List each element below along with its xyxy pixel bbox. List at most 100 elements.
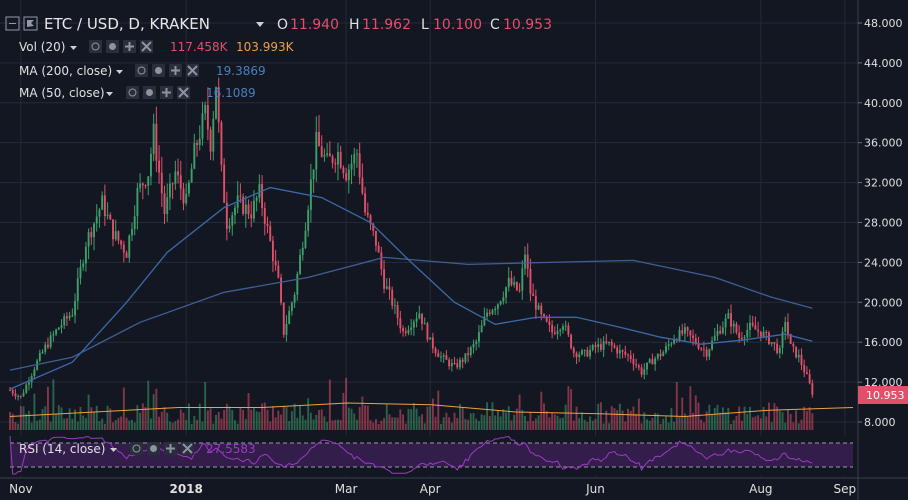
visibility-icon[interactable]	[128, 88, 137, 97]
settings-icon[interactable]	[109, 43, 116, 50]
indicator-buttons[interactable]	[126, 86, 190, 99]
volume-bar	[469, 413, 472, 430]
candle-body	[556, 331, 559, 334]
candle-body	[494, 308, 497, 311]
add-icon[interactable]	[162, 88, 171, 97]
remove-icon[interactable]	[141, 41, 152, 52]
symbol-dropdown-icon[interactable]	[256, 22, 264, 27]
indicator-buttons[interactable]	[135, 64, 199, 77]
remove-icon[interactable]	[178, 87, 189, 98]
volume-bar	[163, 407, 166, 430]
ma200-line	[9, 256, 813, 371]
add-icon[interactable]	[125, 42, 134, 51]
volume-bar	[423, 423, 426, 430]
collapse-icon[interactable]	[5, 16, 20, 31]
candle-body	[106, 214, 109, 217]
candle-body	[185, 193, 188, 204]
indicator-buttons[interactable]	[89, 40, 153, 53]
volume-bar	[244, 419, 247, 430]
candle-body	[345, 173, 348, 181]
candle-body	[407, 329, 410, 334]
candle-body	[410, 327, 413, 330]
volume-bar	[486, 402, 489, 430]
volume-bar	[507, 406, 510, 430]
indicator-label[interactable]: Vol (20)	[19, 40, 65, 54]
volume-bar	[196, 419, 198, 430]
volume-bar	[643, 412, 646, 430]
indicator-dropdown-icon[interactable]	[70, 46, 77, 50]
volume-bar	[215, 414, 217, 430]
volume-bar	[789, 413, 792, 430]
candle-body	[274, 261, 277, 266]
volume-bar	[318, 409, 320, 430]
volume-bar	[781, 412, 784, 430]
volume-bar	[33, 393, 36, 430]
candle-body	[388, 286, 391, 290]
candle-body	[44, 344, 47, 352]
remove-icon[interactable]	[182, 443, 193, 454]
indicator-dropdown-icon[interactable]	[110, 448, 117, 452]
settings-icon[interactable]	[155, 67, 162, 74]
candle-body	[331, 156, 334, 163]
candle-body	[651, 359, 654, 365]
candle-body	[586, 349, 589, 357]
volume-bar	[41, 409, 44, 430]
rsi-line	[9, 435, 813, 475]
last-price-value: 10.953	[866, 389, 905, 402]
candle-body	[247, 204, 250, 215]
candle-body	[618, 350, 621, 354]
candle-body	[11, 390, 14, 394]
candle-body	[667, 344, 670, 346]
candle-body	[147, 176, 150, 186]
candle-body	[301, 247, 304, 256]
volume-bar	[456, 418, 459, 430]
volume-bar	[570, 389, 573, 430]
candle-body	[109, 214, 112, 220]
flag-icon[interactable]	[23, 16, 38, 31]
candle-body	[231, 215, 234, 226]
volume-bar	[285, 407, 288, 430]
candle-body	[320, 146, 323, 157]
candle-body	[632, 358, 635, 365]
indicator-label[interactable]: MA (50, close)	[19, 86, 105, 100]
candle-body	[244, 204, 247, 214]
visibility-icon[interactable]	[132, 444, 141, 453]
volume-bar	[505, 412, 507, 430]
candle-body	[591, 345, 594, 350]
candle-body	[366, 212, 369, 216]
candle-body	[71, 315, 74, 317]
candle-body	[250, 214, 253, 219]
ma200-value: 19.3869	[216, 64, 266, 78]
volume-bar	[678, 416, 681, 430]
volume-bar	[391, 417, 394, 430]
volume-bar	[491, 402, 494, 430]
candle-body	[768, 332, 770, 344]
volume-bar	[732, 420, 735, 430]
visibility-icon[interactable]	[91, 42, 100, 51]
indicator-dropdown-icon[interactable]	[106, 92, 113, 96]
candle-body	[740, 337, 743, 339]
settings-icon[interactable]	[150, 445, 157, 452]
candle-body	[805, 372, 808, 374]
settings-icon[interactable]	[146, 89, 153, 96]
indicator-label[interactable]: RSI (14, close)	[19, 442, 105, 456]
candle-body	[421, 313, 423, 324]
candle-body	[380, 252, 383, 270]
indicator-label[interactable]: MA (200, close)	[19, 64, 112, 78]
symbol-title[interactable]: ETC / USD, D, KRAKEN	[44, 15, 210, 33]
candle-body	[182, 188, 185, 204]
remove-icon[interactable]	[187, 65, 198, 76]
ma50-value: 16.1089	[206, 86, 256, 100]
visibility-icon[interactable]	[137, 66, 146, 75]
add-icon[interactable]	[166, 444, 175, 453]
volume-bar	[776, 406, 779, 430]
volume-bar	[36, 420, 39, 430]
add-icon[interactable]	[171, 66, 180, 75]
candle-body	[605, 341, 608, 344]
candle-body	[486, 312, 489, 317]
indicator-dropdown-icon[interactable]	[116, 70, 123, 74]
time-axis[interactable]: Nov 2018 Mar Apr Jun Aug Sep	[9, 482, 856, 496]
indicator-buttons[interactable]	[130, 442, 194, 455]
price-axis[interactable]: 48.000 44.000 40.000 36.000 32.000 28.000 24.0…	[858, 17, 903, 429]
